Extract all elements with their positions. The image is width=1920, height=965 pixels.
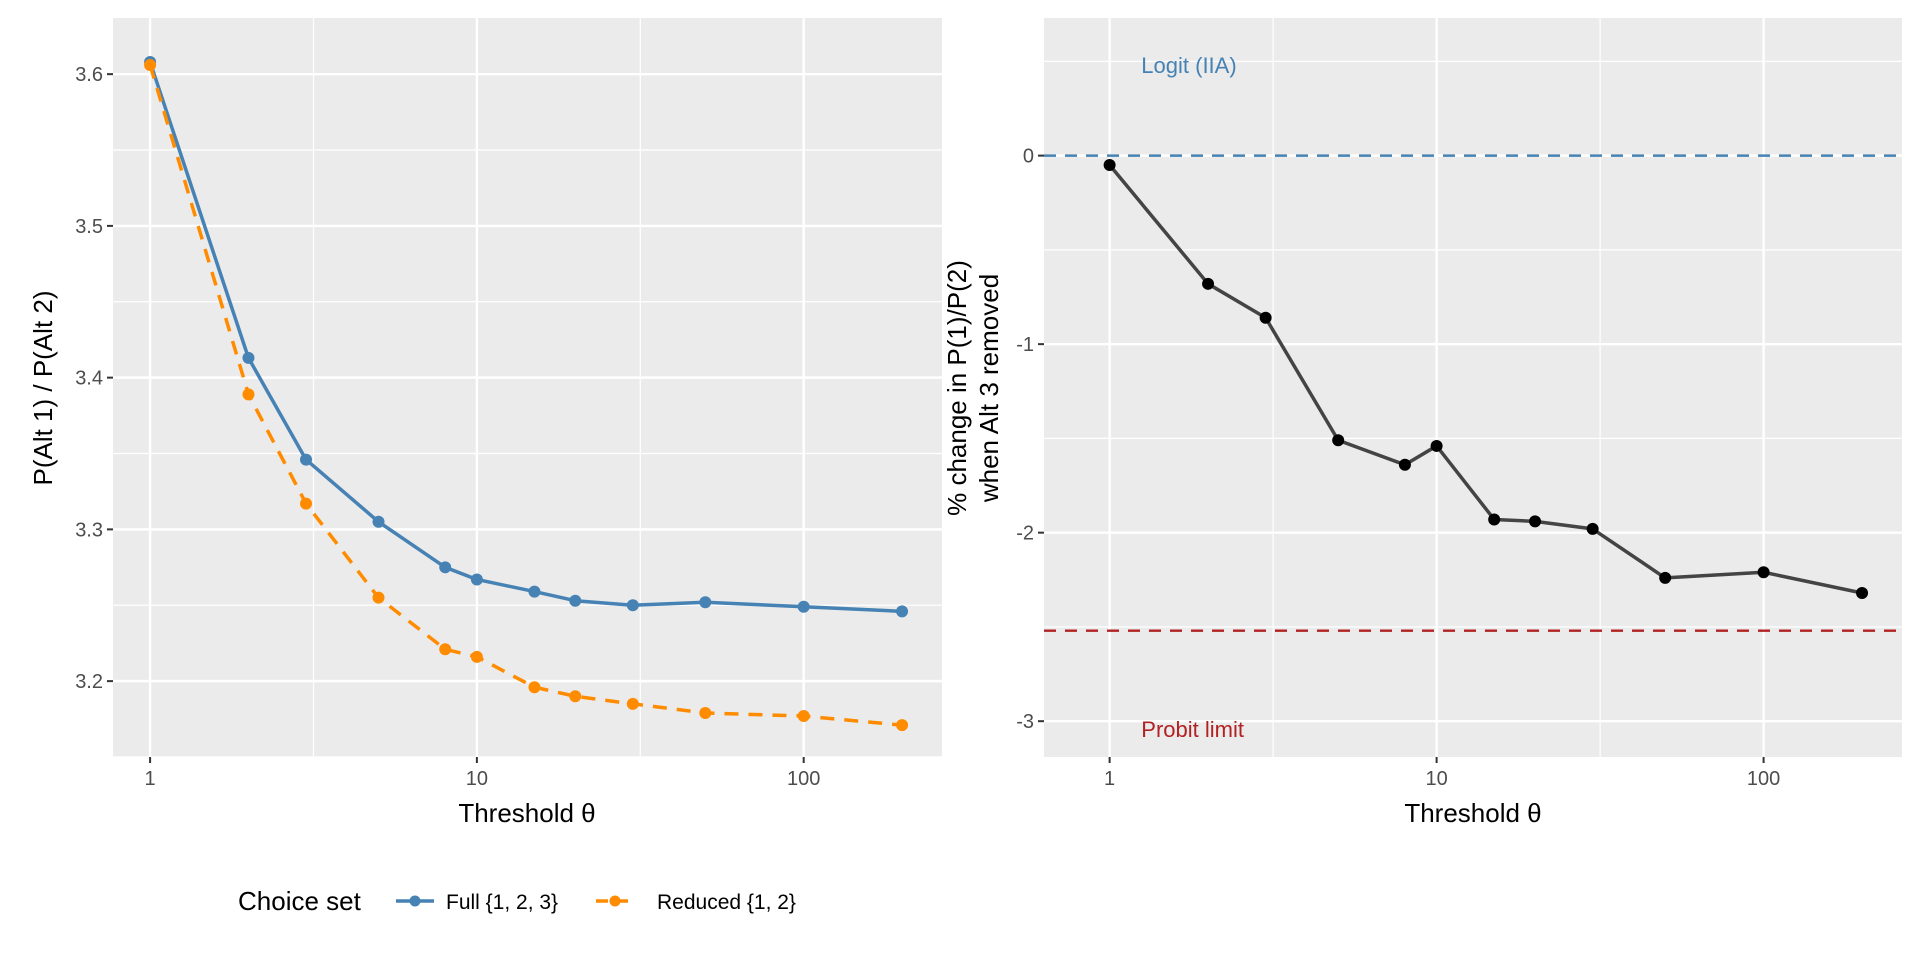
data-point [300,497,313,510]
data-point [470,650,483,663]
data-point [569,594,582,607]
legend-label-full: Full {1, 2, 3} [446,891,558,914]
data-point [1430,439,1443,452]
legend-label-reduced: Reduced {1, 2} [657,891,796,914]
data-point [1259,311,1272,324]
left-y-axis-title: P(Alt 1) / P(Alt 2) [28,290,58,485]
series-line-0 [148,61,903,614]
y-tick-label: 3.6 [75,64,103,86]
data-point [797,710,810,723]
data-point [439,561,452,574]
right-y-axis-title-line2: when Alt 3 removed [974,274,1004,503]
data-point [242,351,255,364]
data-point [144,59,157,72]
x-tick-label: 1 [1104,768,1115,790]
data-point [896,605,909,618]
data-point [439,643,452,656]
data-point [1659,571,1672,584]
data-point [300,453,313,466]
data-point [1202,277,1215,290]
data-point [699,596,712,609]
data-point [569,690,582,703]
data-point [1586,522,1599,535]
y-tick-label: 0 [1023,146,1034,168]
x-tick-label: 10 [466,768,488,790]
legend-key-reduced-point [609,895,621,907]
right-y-axis-title-line1: % change in P(1)/P(2) [942,260,972,516]
y-tick-label: -1 [1016,334,1034,356]
data-point [528,585,541,598]
left-x-axis-title: Threshold θ [458,798,595,828]
left-panel: 3.2 3.3 3.4 3.5 3.6 1 10 100 [75,18,942,790]
right-x-axis-title: Threshold θ [1404,798,1541,828]
y-tick-label: 3.5 [75,216,103,238]
data-point [626,697,639,710]
legend: Choice set Full {1, 2, 3} Reduced {1, 2} [238,886,796,916]
y-tick-label: 3.3 [75,519,103,541]
data-point [242,388,255,401]
data-point [1398,458,1411,471]
data-point [470,573,483,586]
legend-title: Choice set [238,886,362,916]
y-tick-label: -3 [1016,711,1034,733]
right-panel: -3 -2 -1 0 1 10 100 Logit (IIA) Probit limit [1016,18,1902,790]
legend-key-full-point [409,895,421,907]
y-tick-label: 3.4 [75,368,103,390]
data-point [1488,513,1501,526]
panel-background [1044,18,1902,757]
data-point [372,515,385,528]
data-point [797,600,810,613]
annotation-logit-iia: Logit (IIA) [1141,53,1236,78]
x-tick-label: 1 [145,768,156,790]
data-point [1856,586,1869,599]
annotation-probit-limit: Probit limit [1141,717,1244,742]
data-point [1332,434,1345,447]
data-point [1757,566,1770,579]
data-point [528,681,541,694]
panel-background [113,18,942,757]
data-point [699,706,712,719]
y-tick-label: 3.2 [75,671,103,693]
x-tick-label: 10 [1425,768,1447,790]
x-tick-label: 100 [1747,768,1780,790]
data-point [372,591,385,604]
y-tick-label: -2 [1016,523,1034,545]
data-point [1529,515,1542,528]
data-point [896,719,909,732]
data-point [626,599,639,612]
series-line-0 [1108,163,1863,595]
data-point [1103,159,1116,172]
x-tick-label: 100 [787,768,820,790]
